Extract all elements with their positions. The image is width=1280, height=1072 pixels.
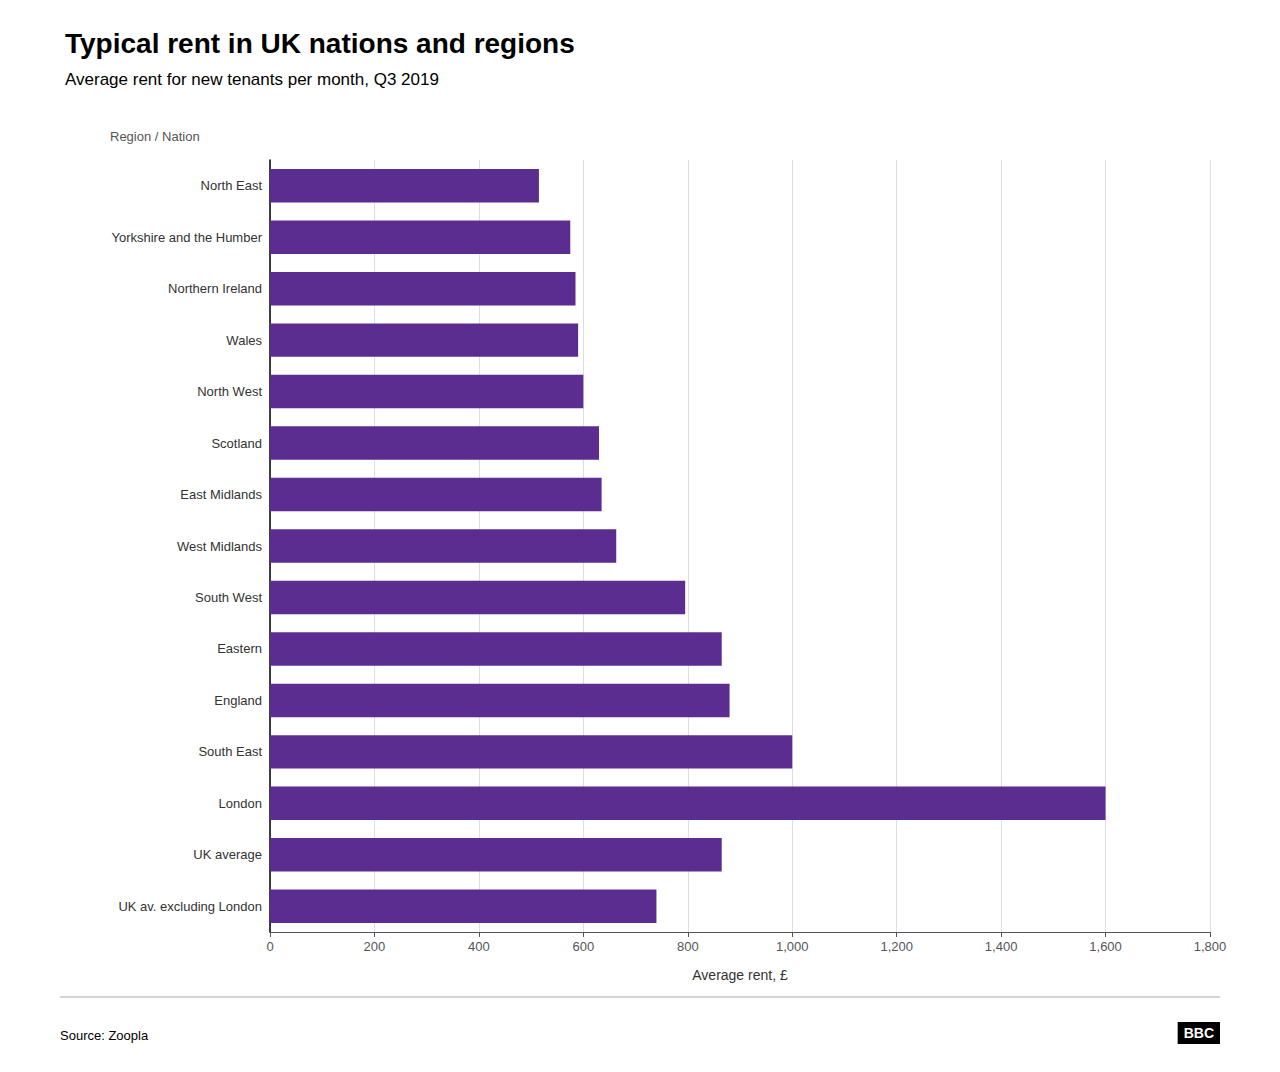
svg-text:Average rent, £: Average rent, £ [692,967,788,983]
svg-text:Wales: Wales [226,333,262,348]
svg-text:Scotland: Scotland [211,436,262,451]
svg-text:England: England [214,693,262,708]
svg-text:North East: North East [201,178,263,193]
svg-text:UK av. excluding London: UK av. excluding London [118,899,262,914]
svg-text:Source: Zoopla: Source: Zoopla [60,1028,149,1043]
svg-text:UK average: UK average [193,847,262,862]
svg-text:North West: North West [197,384,262,399]
svg-text:1,400: 1,400 [985,939,1018,954]
svg-text:Typical rent in UK nations and: Typical rent in UK nations and regions [65,28,575,59]
svg-text:Region / Nation: Region / Nation [110,129,200,144]
svg-text:600: 600 [572,939,594,954]
svg-text:800: 800 [677,939,699,954]
svg-text:Average rent for new tenants p: Average rent for new tenants per month, … [65,70,439,89]
svg-text:BBC: BBC [1184,1025,1214,1041]
svg-text:0: 0 [266,939,273,954]
svg-text:Eastern: Eastern [217,641,262,656]
svg-text:South East: South East [198,744,262,759]
svg-text:South West: South West [195,590,262,605]
svg-text:East Midlands: East Midlands [180,487,262,502]
svg-text:1,200: 1,200 [880,939,913,954]
svg-text:1,000: 1,000 [776,939,809,954]
svg-text:200: 200 [364,939,386,954]
svg-text:1,800: 1,800 [1194,939,1227,954]
svg-text:Yorkshire and the Humber: Yorkshire and the Humber [111,230,262,245]
svg-text:400: 400 [468,939,490,954]
svg-text:London: London [219,796,262,811]
svg-text:Northern Ireland: Northern Ireland [168,281,262,296]
svg-text:1,600: 1,600 [1089,939,1122,954]
svg-text:West Midlands: West Midlands [177,539,263,554]
